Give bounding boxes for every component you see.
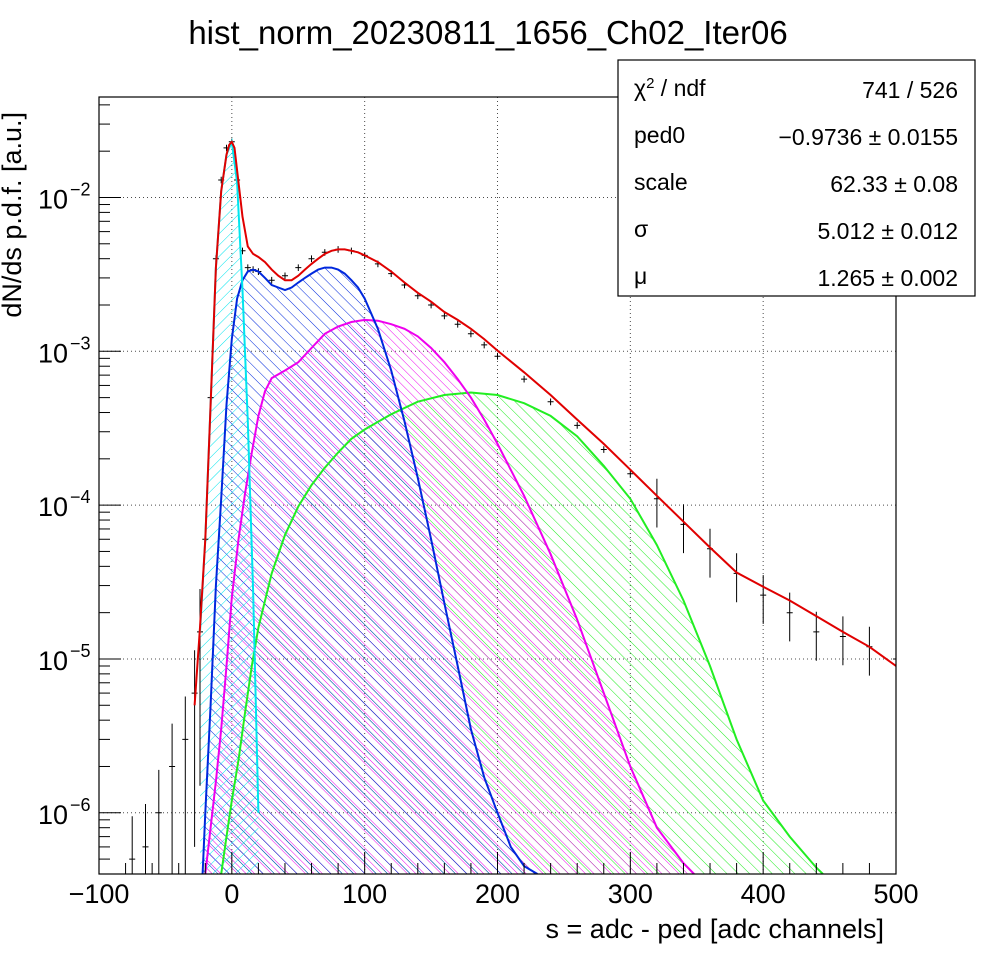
stats-row-label: ped0	[634, 122, 685, 148]
stats-row-value: 5.012 ± 0.012	[817, 218, 958, 244]
stats-row-label: χ2 / ndf	[634, 75, 706, 102]
component-fills	[200, 141, 823, 874]
y-tick-label: 10	[38, 184, 68, 214]
stats-row-value: −0.9736 ± 0.0155	[778, 124, 958, 150]
fit-stats-box: χ2 / ndf 741 / 526 ped0 −0.9736 ± 0.0155 sca…	[617, 59, 976, 297]
component-curve	[204, 318, 695, 874]
axis-ticks	[98, 104, 897, 875]
x-tick-label: 500	[873, 879, 918, 909]
y-tick-label: 10	[38, 646, 68, 676]
component-curves	[193, 137, 896, 874]
x-tick-label: −100	[69, 879, 130, 909]
stats-row-label: scale	[634, 169, 688, 195]
x-tick-label: 0	[224, 879, 239, 909]
y-tick-label: 10	[38, 800, 68, 830]
y-tick-exponent: −5	[70, 641, 91, 661]
stats-row-label: σ	[634, 216, 648, 242]
component-curve	[201, 266, 538, 874]
y-tick-exponent: −6	[70, 795, 91, 815]
x-tick-label: 400	[741, 879, 786, 909]
x-tick-label: 200	[475, 879, 520, 909]
x-tick-labels: −100 0 100 200 300 400 500	[69, 879, 919, 909]
y-tick-exponent: −3	[70, 333, 91, 353]
y-tick-exponent: −2	[70, 179, 91, 199]
x-tick-label: 100	[342, 879, 387, 909]
y-axis-label: dN/ds p.d.f. [a.u.]	[0, 112, 27, 318]
component-fill	[202, 267, 538, 874]
stats-row-label: μ	[634, 263, 647, 289]
x-tick-label: 300	[608, 879, 653, 909]
stats-row-value: 62.33 ± 0.08	[830, 171, 958, 197]
y-tick-labels: 10−610−510−410−310−2	[38, 179, 91, 829]
chart-title: hist_norm_20230811_1656_Ch02_Iter06	[188, 14, 787, 51]
y-tick-label: 10	[38, 338, 68, 368]
x-axis-label: s = adc - ped [adc channels]	[546, 914, 884, 944]
y-tick-exponent: −4	[70, 487, 91, 507]
stats-row-value: 741 / 526	[862, 77, 958, 103]
stats-row-value: 1.265 ± 0.002	[817, 265, 958, 291]
total-fit-curve	[193, 139, 896, 706]
y-tick-label: 10	[38, 492, 68, 522]
